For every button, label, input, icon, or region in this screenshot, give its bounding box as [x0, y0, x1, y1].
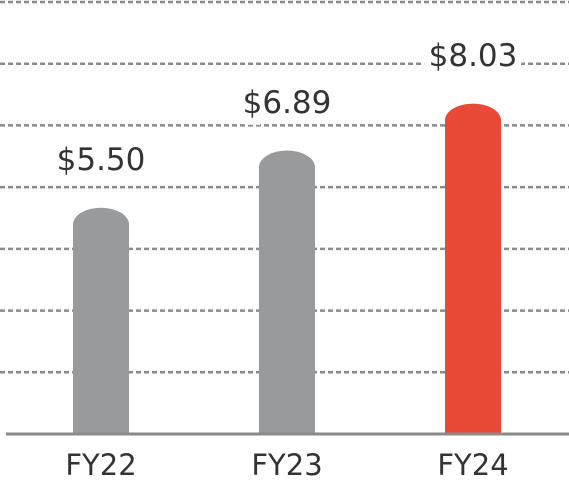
bar	[259, 150, 315, 434]
x-tick-label: FY24	[437, 448, 508, 482]
x-tick-label: FY22	[65, 448, 136, 482]
x-tick-label: FY23	[251, 448, 322, 482]
value-label: $8.03	[429, 38, 518, 74]
value-label: $5.50	[57, 142, 146, 178]
bar	[445, 103, 501, 434]
bar	[73, 207, 129, 434]
value-label: $6.89	[243, 85, 332, 121]
